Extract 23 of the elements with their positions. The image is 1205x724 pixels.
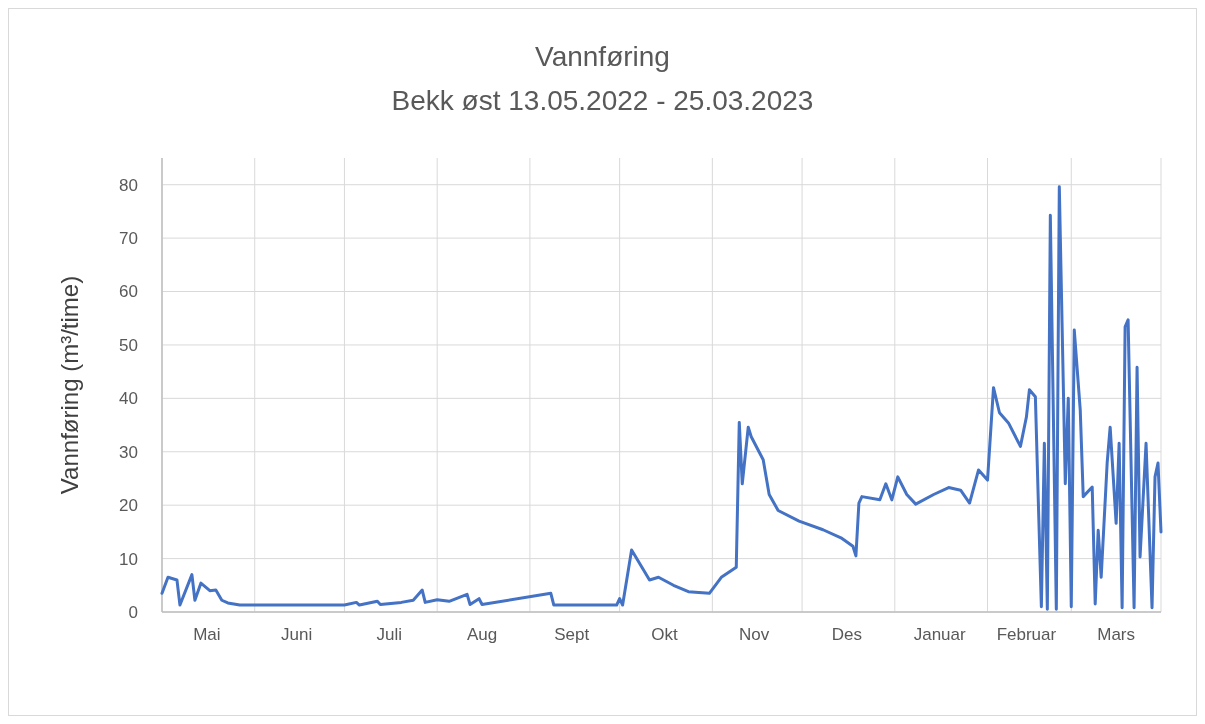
y-tick-label: 30 [119, 442, 138, 462]
y-tick-label: 20 [119, 496, 138, 516]
x-tick-label: Mars [1097, 625, 1136, 644]
y-tick-label: 80 [119, 175, 138, 195]
x-tick-label: Aug [466, 625, 498, 644]
x-tick-label: Juni [281, 625, 313, 644]
x-tick-label: Des [831, 625, 863, 644]
y-tick-label: 50 [119, 335, 138, 355]
y-tick-label: 40 [119, 389, 138, 409]
x-tick-label: Nov [739, 625, 770, 644]
chart-subtitle: Bekk øst 13.05.2022 - 25.03.2023 [391, 85, 814, 116]
x-tick-label: Sept [554, 625, 590, 644]
x-tick-label: Februar [996, 625, 1057, 644]
y-tick-label: 10 [119, 549, 138, 569]
y-tick-label: 60 [119, 282, 138, 302]
y-tick-label: 70 [119, 229, 138, 249]
x-tick-label: Juli [376, 625, 403, 644]
chart-title: Vannføring [535, 41, 670, 72]
x-tick-label: Mai [193, 625, 221, 644]
x-tick-label: Okt [651, 625, 678, 644]
y-axis-title: Vannføring (m³/time) [56, 275, 83, 495]
y-tick-label: 0 [128, 602, 138, 622]
x-tick-label: Januar [913, 625, 966, 644]
